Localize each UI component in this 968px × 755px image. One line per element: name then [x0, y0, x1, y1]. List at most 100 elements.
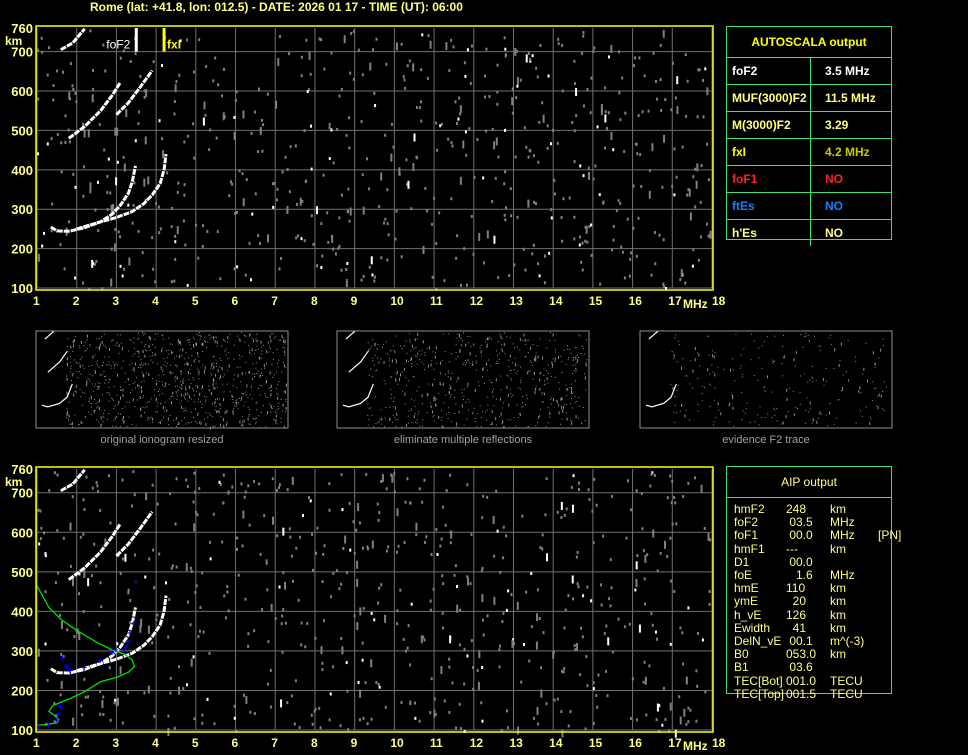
noise-echo [398, 167, 401, 176]
thumbnail-noise [232, 407, 234, 409]
noise-echo [552, 650, 555, 659]
noise-echo [463, 647, 466, 651]
noise-echo [347, 187, 350, 191]
noise-echo [658, 233, 661, 237]
noise-echo [78, 572, 81, 576]
thumbnail-noise [421, 394, 423, 398]
noise-echo [629, 508, 632, 512]
thumbnail-noise [247, 396, 249, 398]
thumbnail-noise [744, 412, 746, 414]
thumbnail-noise [101, 364, 103, 366]
y-tick-label: 200 [11, 242, 33, 257]
noise-echo [235, 90, 238, 94]
thumbnail-noise [106, 418, 108, 420]
thumbnail-noise [176, 364, 178, 366]
thumbnail-noise [764, 417, 766, 419]
noise-echo [68, 91, 71, 100]
thumbnail-noise [714, 387, 716, 389]
thumbnail-noise [265, 426, 267, 428]
noise-echo [553, 192, 556, 196]
thumbnail-noise [410, 360, 412, 362]
thumbnail-noise [536, 345, 538, 347]
noise-echo [422, 635, 425, 639]
thumbnail-noise [422, 340, 424, 344]
noise-echo [425, 535, 428, 539]
noise-echo [669, 536, 672, 540]
thumbnail-noise [753, 340, 755, 342]
thumbnail-noise [543, 392, 545, 396]
thumbnail-noise [140, 414, 142, 418]
noise-echo [588, 498, 591, 502]
thumbnail-noise [836, 417, 838, 419]
noise-echo [321, 254, 324, 258]
thumbnail-noise [707, 335, 709, 337]
thumbnail-noise [79, 389, 81, 391]
thumbnail-noise [840, 390, 842, 392]
thumbnail-noise [575, 367, 577, 369]
noise-echo [418, 487, 421, 491]
x-tick-label: 18 [712, 736, 726, 750]
thumbnail-noise [533, 357, 535, 361]
noise-echo [659, 43, 662, 47]
thumbnail-noise [205, 422, 207, 426]
noise-echo [466, 575, 469, 579]
thumbnail-noise [84, 341, 86, 343]
thumbnail-noise [485, 411, 487, 413]
noise-echo [496, 529, 499, 533]
noise-echo [245, 178, 248, 182]
thumbnail-noise [78, 424, 80, 426]
thumbnail-noise [117, 404, 119, 406]
thumbnail-noise [83, 345, 85, 347]
thumbnail-noise [103, 333, 105, 335]
noise-echo [110, 247, 113, 251]
aip-row: hmF1 --- km [734, 542, 901, 556]
thumbnail-noise [424, 354, 426, 356]
noise-echo [39, 537, 42, 541]
noise-echo [415, 105, 418, 109]
thumbnail-noise [262, 405, 264, 407]
thumbnail-noise [492, 395, 494, 397]
thumbnail-noise [551, 397, 553, 399]
noise-echo [697, 258, 700, 262]
noise-echo [538, 274, 541, 278]
thumbnail-noise [162, 369, 164, 371]
noise-echo [675, 175, 678, 179]
noise-echo [99, 509, 102, 513]
thumbnail-noise [144, 333, 146, 335]
noise-echo [173, 112, 176, 116]
thumbnail-noise [151, 352, 153, 354]
noise-echo [331, 234, 334, 243]
thumbnail-noise [478, 385, 480, 387]
aip-cell: km [830, 594, 846, 609]
thumbnail-noise [526, 339, 528, 341]
noise-echo [112, 203, 115, 212]
noise-echo [539, 546, 542, 550]
thumbnail-noise [416, 353, 418, 355]
noise-echo [159, 227, 162, 231]
noise-echo [422, 246, 425, 255]
thumbnail-noise [758, 357, 760, 359]
thumbnail-noise [188, 385, 190, 389]
thumbnail-noise [148, 417, 150, 419]
thumbnail-noise [182, 407, 184, 409]
noise-echo [477, 681, 480, 690]
thumbnail-noise [211, 365, 213, 367]
noise-echo [171, 206, 174, 210]
aip-cell: 00.0 [786, 528, 813, 543]
thumbnail-noise [472, 363, 474, 367]
noise-echo [345, 279, 348, 288]
noise-echo [691, 264, 694, 268]
thumbnail-noise [408, 410, 410, 412]
noise-echo [529, 58, 532, 62]
thumbnail-noise [66, 391, 68, 395]
thumbnail-noise [443, 402, 445, 404]
thumbnail-noise [396, 370, 398, 374]
thumbnail-noise [89, 344, 91, 346]
thumbnail-noise [151, 417, 153, 421]
thumbnail-noise [885, 386, 887, 388]
noise-echo [348, 501, 351, 505]
thumbnail-noise [172, 391, 174, 395]
thumbnail-noise [205, 412, 207, 414]
thumbnail-noise [495, 424, 497, 426]
noise-echo [102, 43, 105, 47]
